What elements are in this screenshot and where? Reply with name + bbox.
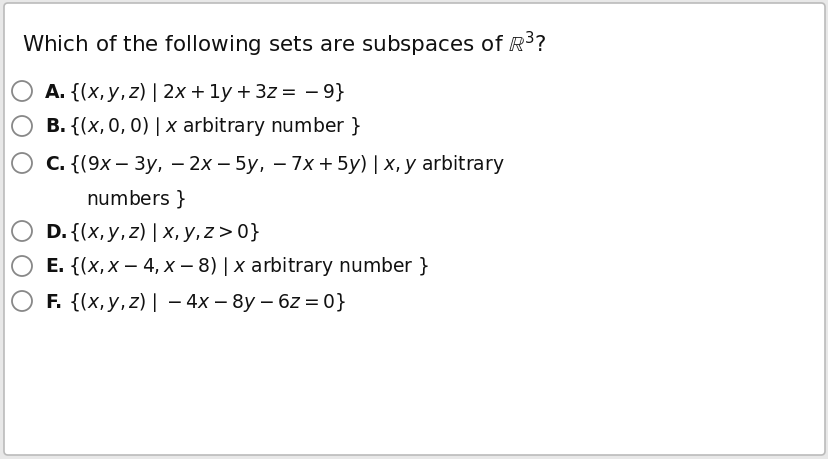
Text: $\{(x, y, z) \mid 2x + 1y + 3z = -9\}$: $\{(x, y, z) \mid 2x + 1y + 3z = -9\}$ bbox=[68, 80, 344, 103]
Text: E.: E. bbox=[45, 257, 65, 276]
Circle shape bbox=[12, 222, 32, 241]
Text: D.: D. bbox=[45, 222, 68, 241]
Circle shape bbox=[12, 257, 32, 276]
Text: numbers $\}$: numbers $\}$ bbox=[86, 188, 186, 210]
Circle shape bbox=[12, 117, 32, 137]
FancyBboxPatch shape bbox=[4, 4, 824, 455]
Text: $\{(9x - 3y, -2x - 5y, -7x + 5y) \mid x, y$ arbitrary: $\{(9x - 3y, -2x - 5y, -7x + 5y) \mid x,… bbox=[68, 152, 504, 175]
Circle shape bbox=[12, 154, 32, 174]
Circle shape bbox=[12, 291, 32, 311]
Text: $\{(x, 0, 0) \mid x$ arbitrary number $\}$: $\{(x, 0, 0) \mid x$ arbitrary number $\… bbox=[68, 115, 360, 138]
Circle shape bbox=[12, 82, 32, 102]
Text: C.: C. bbox=[45, 154, 65, 173]
Text: B.: B. bbox=[45, 117, 66, 136]
Text: A.: A. bbox=[45, 82, 67, 101]
Text: $\{(x, x - 4, x - 8) \mid x$ arbitrary number $\}$: $\{(x, x - 4, x - 8) \mid x$ arbitrary n… bbox=[68, 255, 429, 278]
Text: $\{(x, y, z) \mid -4x - 8y - 6z = 0\}$: $\{(x, y, z) \mid -4x - 8y - 6z = 0\}$ bbox=[68, 290, 345, 313]
Text: $\{(x, y, z) \mid x, y, z > 0\}$: $\{(x, y, z) \mid x, y, z > 0\}$ bbox=[68, 220, 260, 243]
Text: Which of the following sets are subspaces of $\mathbb{R}^3$?: Which of the following sets are subspace… bbox=[22, 30, 546, 59]
Text: F.: F. bbox=[45, 292, 62, 311]
